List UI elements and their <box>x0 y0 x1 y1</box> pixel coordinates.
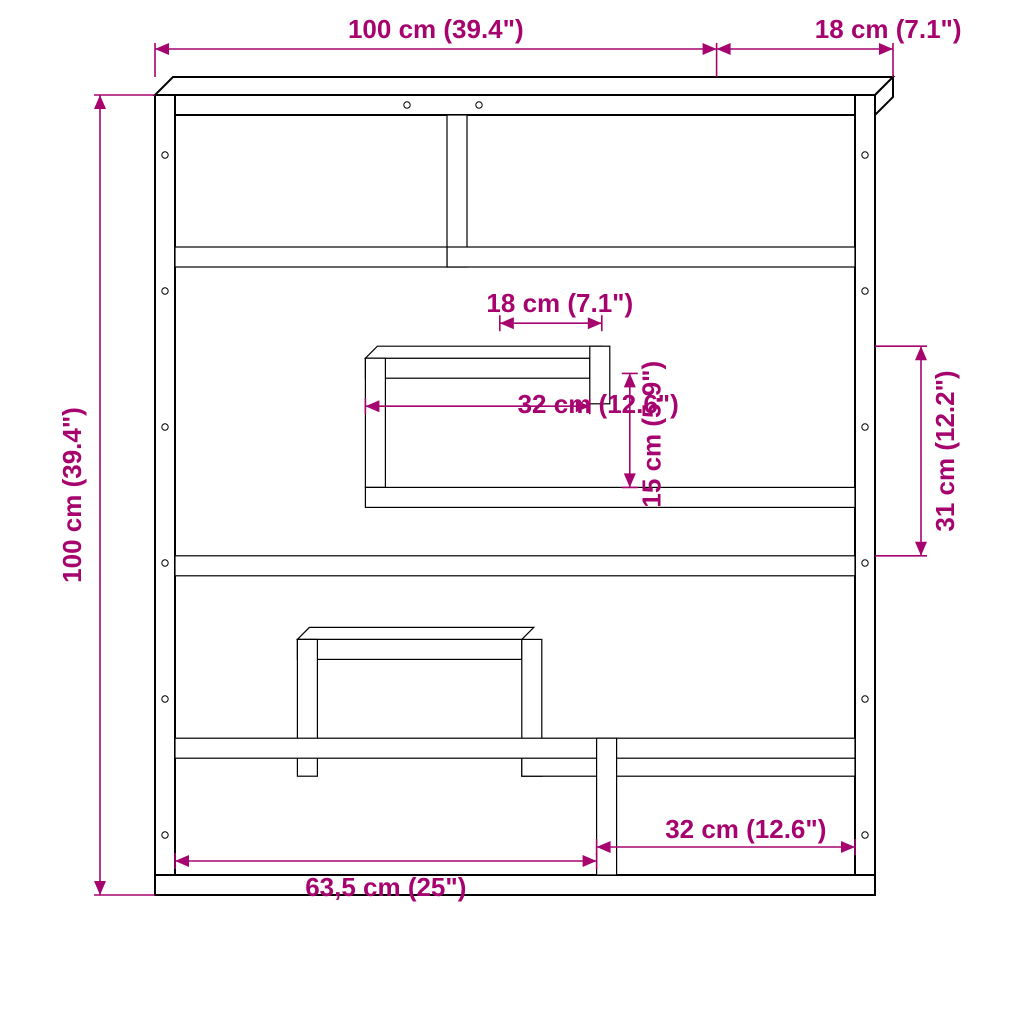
svg-text:18 cm (7.1"): 18 cm (7.1") <box>815 14 962 44</box>
technical-drawing: 100 cm (39.4") 18 cm (7.1") 100 cm (39.4")… <box>0 0 1024 1024</box>
svg-text:18 cm (7.1"): 18 cm (7.1") <box>486 288 633 318</box>
svg-text:31 cm (12.2"): 31 cm (12.2") <box>930 370 960 531</box>
svg-text:100 cm (39.4"): 100 cm (39.4") <box>57 407 87 583</box>
svg-text:63,5 cm (25"): 63,5 cm (25") <box>305 872 466 902</box>
cabinet <box>155 77 893 895</box>
svg-text:32 cm (12.6"): 32 cm (12.6") <box>665 814 826 844</box>
svg-text:15 cm (5.9"): 15 cm (5.9") <box>637 361 667 508</box>
svg-text:100 cm (39.4"): 100 cm (39.4") <box>348 14 524 44</box>
